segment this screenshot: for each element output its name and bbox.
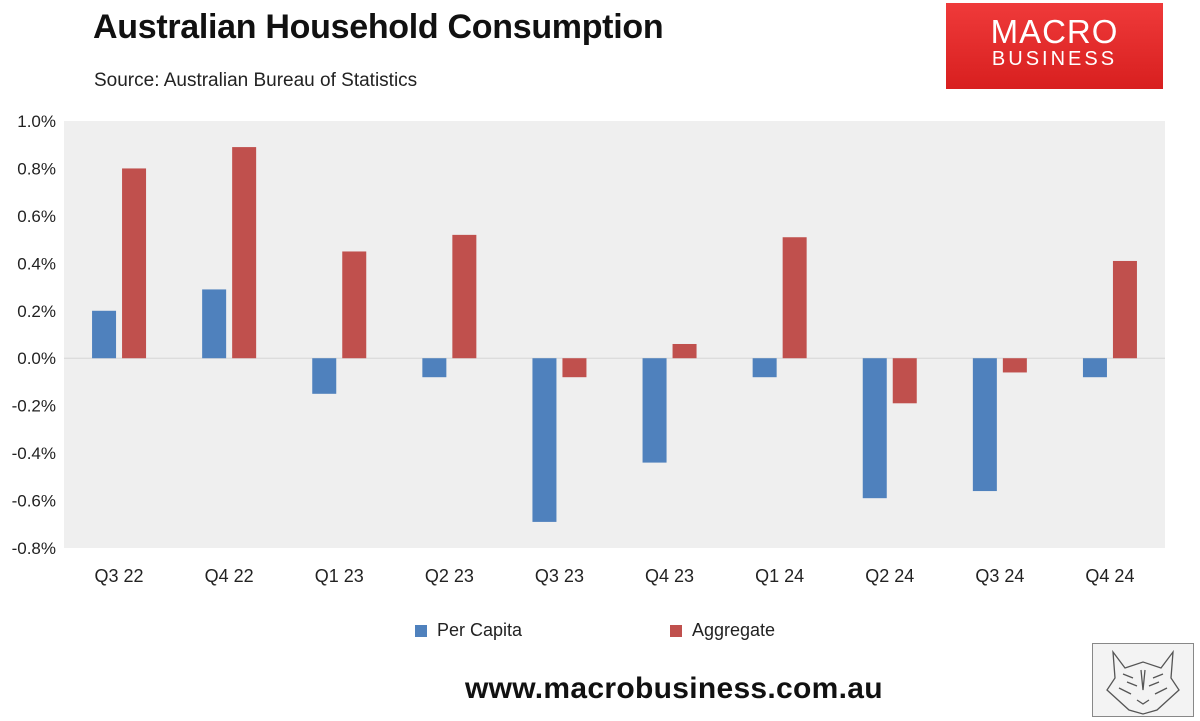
y-tick-label: 1.0% — [17, 112, 56, 131]
legend-item-aggregate: Aggregate — [670, 620, 775, 641]
x-tick-label: Q1 23 — [315, 566, 364, 586]
legend-swatch-aggregate — [670, 624, 682, 637]
y-tick-label: 0.2% — [17, 302, 56, 321]
legend-swatch-per-capita — [415, 624, 427, 637]
y-tick-label: -0.8% — [12, 539, 56, 558]
y-tick-label: 0.8% — [17, 159, 56, 178]
x-tick-label: Q3 24 — [975, 566, 1024, 586]
y-tick-label: 0.6% — [17, 207, 56, 226]
website-url: www.macrobusiness.com.au — [465, 672, 883, 705]
bar-aggregate — [452, 234, 477, 359]
bar-per-capita — [642, 358, 667, 463]
x-tick-label: Q2 23 — [425, 566, 474, 586]
bar-chart: -0.8% -0.6% -0.4% -0.2% 0.0% 0.2% 0.4% 0.6% 0.8%… — [12, 112, 1165, 586]
logo-line-business: BUSINESS — [991, 48, 1118, 70]
y-tick-label: -0.6% — [12, 492, 56, 511]
bar-aggregate — [232, 147, 257, 359]
legend-label-aggregate: Aggregate — [692, 620, 776, 640]
bar-per-capita — [862, 358, 887, 499]
plot-area — [64, 121, 1165, 548]
bar-per-capita — [312, 358, 337, 394]
bar-aggregate — [562, 358, 587, 378]
y-tick-label: -0.4% — [12, 444, 56, 463]
legend-item-per-capita: Per Capita — [415, 620, 522, 641]
bar-per-capita — [532, 358, 557, 522]
bar-per-capita — [422, 358, 447, 378]
bar-aggregate — [122, 168, 147, 359]
logo-line-macro: MACRO — [990, 13, 1119, 50]
x-tick-label: Q2 24 — [865, 566, 914, 586]
bar-per-capita — [1082, 358, 1107, 378]
bar-aggregate — [672, 343, 697, 359]
bar-aggregate — [892, 358, 917, 404]
macrobusiness-logo: MACRO BUSINESS — [946, 3, 1163, 89]
wolf-head-icon — [1092, 643, 1194, 717]
chart-title: Australian Household Consumption — [93, 8, 664, 46]
y-tick-label: -0.2% — [12, 397, 56, 416]
y-tick-label: 0.4% — [17, 254, 56, 273]
x-tick-label: Q3 22 — [95, 566, 144, 586]
bar-per-capita — [202, 289, 227, 359]
bar-per-capita — [92, 310, 117, 359]
x-tick-label: Q4 24 — [1085, 566, 1134, 586]
x-tick-label: Q1 24 — [755, 566, 804, 586]
x-tick-label: Q4 22 — [205, 566, 254, 586]
bar-per-capita — [752, 358, 777, 378]
bar-per-capita — [972, 358, 997, 492]
legend-label-per-capita: Per Capita — [437, 620, 523, 640]
bar-aggregate — [342, 251, 367, 359]
chart-source: Source: Australian Bureau of Statistics — [94, 70, 418, 91]
x-tick-label: Q4 23 — [645, 566, 694, 586]
bar-aggregate — [782, 237, 807, 359]
x-tick-label: Q3 23 — [535, 566, 584, 586]
y-tick-label: 0.0% — [17, 349, 56, 368]
bar-aggregate — [1112, 260, 1137, 359]
bar-aggregate — [1002, 358, 1027, 373]
